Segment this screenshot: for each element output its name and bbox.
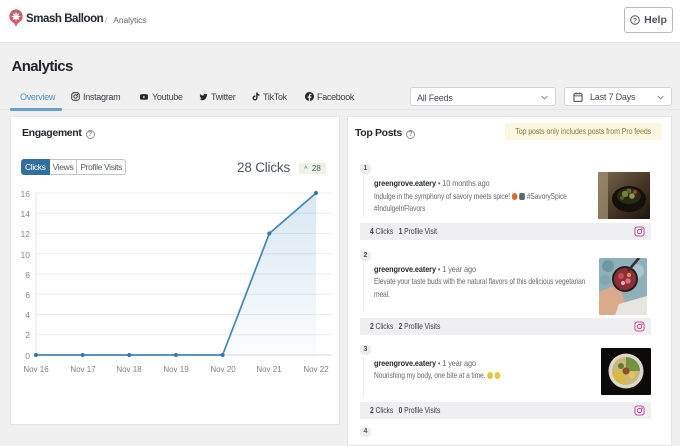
svg-text:?: ? [633, 17, 637, 24]
